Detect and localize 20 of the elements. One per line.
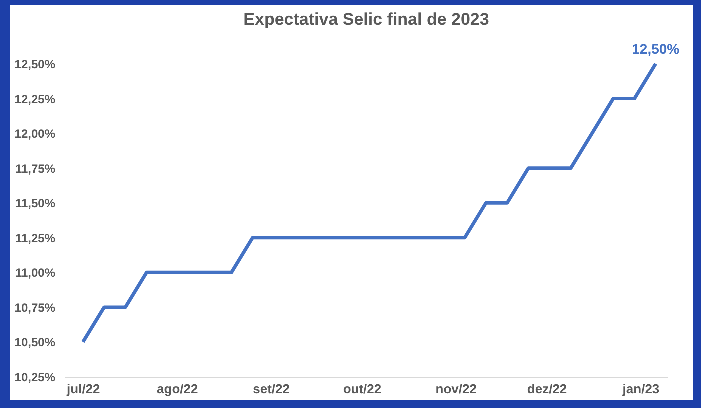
x-tick-label: out/22: [343, 382, 382, 396]
y-tick-label: 12,50%: [14, 58, 56, 72]
x-tick-label: jan/23: [622, 382, 660, 396]
x-tick-label: set/22: [253, 382, 290, 396]
annotation: 12,50%: [632, 41, 680, 57]
y-tick-label: 12,00%: [14, 127, 56, 142]
line-series: [81, 62, 658, 344]
y-tick-label: 11,00%: [15, 266, 56, 280]
y-tick-label: 11,75%: [15, 162, 56, 176]
chart-title: Expectativa Selic final de 2023: [244, 10, 490, 29]
x-tick-label: dez/22: [527, 382, 568, 396]
y-tick-label: 11,50%: [15, 196, 56, 211]
x-tick-label: nov/22: [436, 382, 477, 396]
y-tick-label: 10,75%: [14, 300, 56, 315]
y-tick-label: 10,50%: [14, 336, 56, 350]
x-tick-label: ago/22: [157, 382, 198, 396]
y-tick-label: 11,25%: [15, 231, 56, 246]
y-tick-label: 12,25%: [14, 92, 56, 106]
y-tick-label: 10,25%: [14, 370, 56, 384]
x-tick-label: jul/22: [66, 382, 100, 396]
